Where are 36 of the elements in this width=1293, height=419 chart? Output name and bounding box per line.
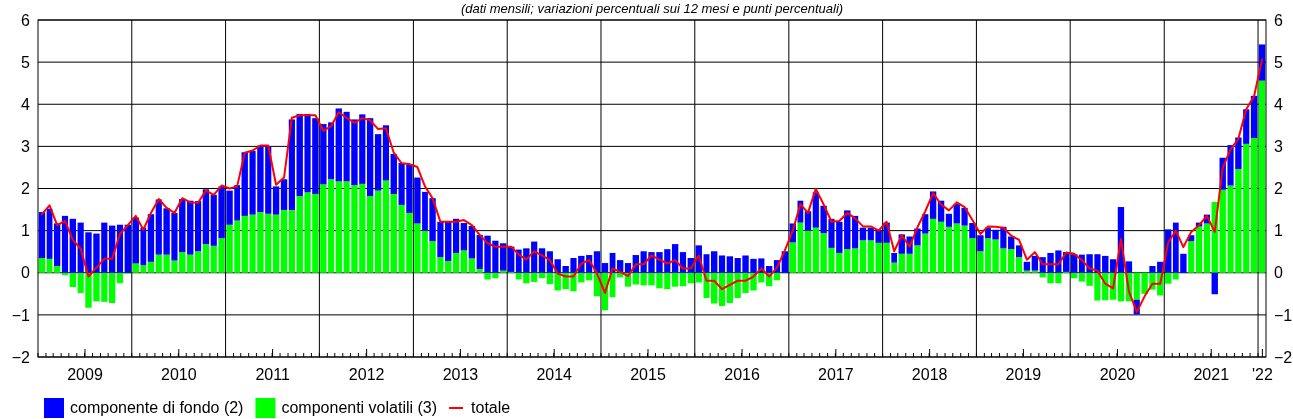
x-tick-label: 2015 xyxy=(630,366,666,384)
y-tick-label: 2 xyxy=(21,180,31,198)
chart-subtitle: (dati mensili; variazioni percentuali sui 12 mesi e punti percentuali) xyxy=(460,1,844,16)
y-tick-label: 4 xyxy=(21,95,31,113)
y-tick-label: 3 xyxy=(21,137,31,155)
x-tick-label: 2021 xyxy=(1193,366,1230,384)
legend-label: componenti volatili (3) xyxy=(281,399,438,416)
x-tick-label: 2014 xyxy=(536,366,573,384)
y-tick-label: 5 xyxy=(21,53,31,71)
legend-label: totale xyxy=(471,399,511,416)
y-tick-label: 6 xyxy=(21,11,31,29)
y2-tick-label: 6 xyxy=(1274,11,1283,29)
x-tick-label: 2017 xyxy=(818,366,854,384)
y2-tick-label: 4 xyxy=(1274,95,1283,113)
x-tick-label: '22 xyxy=(1251,366,1273,384)
y-tick-label: −2 xyxy=(11,348,31,366)
y-tick-label: 0 xyxy=(21,264,31,282)
x-tick-label: 2013 xyxy=(442,366,479,384)
x-tick-label: 2018 xyxy=(911,366,948,384)
x-tick-label: 2020 xyxy=(1099,366,1136,384)
x-tick-label: 2010 xyxy=(161,366,197,384)
x-tick-label: 2012 xyxy=(348,366,385,384)
y2-tick-label: 5 xyxy=(1274,53,1283,71)
x-tick-label: 2016 xyxy=(724,366,760,384)
y-tick-label: 1 xyxy=(21,222,31,240)
y2-tick-label: 3 xyxy=(1274,137,1283,155)
y2-tick-label: 1 xyxy=(1274,222,1283,240)
y2-tick-label: 2 xyxy=(1274,180,1283,198)
y2-tick-label: 0 xyxy=(1274,264,1283,282)
x-tick-label: 2011 xyxy=(255,366,290,384)
y2-tick-label: −1 xyxy=(1274,306,1293,324)
x-tick-label: 2019 xyxy=(1005,366,1042,384)
x-tick-label: 2009 xyxy=(67,366,103,384)
y-tick-label: −1 xyxy=(11,306,31,324)
legend-label: componente di fondo (2) xyxy=(70,399,244,416)
y2-tick-label: −2 xyxy=(1274,348,1293,366)
